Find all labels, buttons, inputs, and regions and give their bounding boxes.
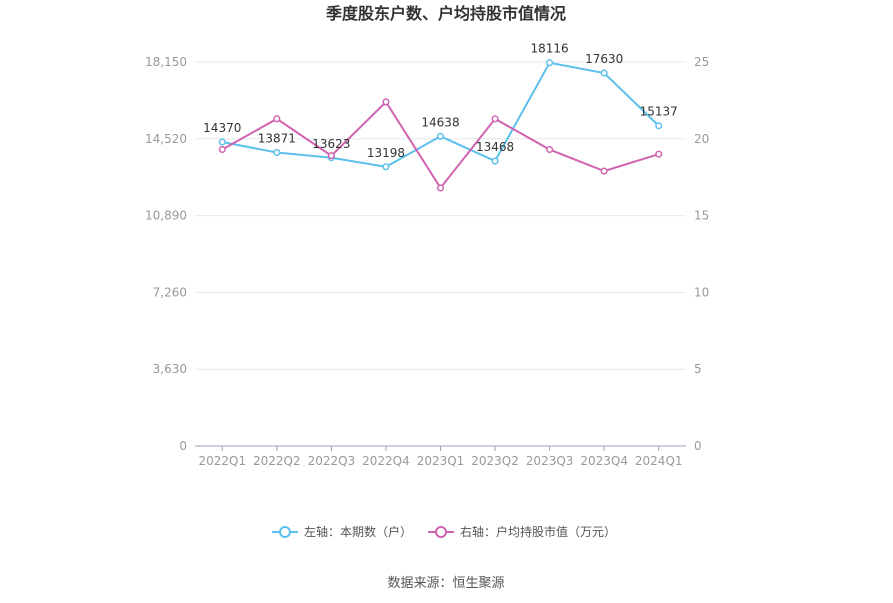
data-point bbox=[600, 69, 608, 77]
data-label: 15137 bbox=[640, 105, 678, 119]
data-point bbox=[436, 184, 445, 192]
axes: 0 0 3,630 5 7,260 10 10,890 15 14,520 20 18,150 25 2… bbox=[145, 55, 709, 468]
left-axis-tick: 3,630 bbox=[153, 362, 187, 376]
data-label: 13623 bbox=[312, 137, 350, 151]
data-point bbox=[546, 146, 554, 154]
right-axis-tick: 25 bbox=[694, 55, 709, 69]
data-point bbox=[218, 138, 226, 146]
right-axis-tick: 15 bbox=[694, 209, 709, 223]
data-label: 18116 bbox=[531, 42, 569, 56]
x-axis-tick: 2024Q1 bbox=[635, 454, 683, 468]
x-axis-tick: 2022Q3 bbox=[308, 454, 356, 468]
data-point bbox=[273, 115, 281, 123]
right-axis-tick: 5 bbox=[694, 362, 702, 376]
data-point bbox=[382, 163, 390, 171]
legend-item-2[interactable]: 右轴：户均持股市值（万元） bbox=[428, 524, 616, 539]
right-axis-tick: 20 bbox=[694, 132, 709, 146]
source-note: 数据来源：恒生聚源 bbox=[387, 576, 504, 591]
data-label: 14638 bbox=[421, 115, 459, 129]
legend[interactable]: 左轴：本期数（户） 右轴：户均持股市值（万元） bbox=[272, 524, 616, 539]
series-lines bbox=[218, 59, 663, 192]
x-axis-tick: 2023Q3 bbox=[526, 454, 574, 468]
data-point bbox=[491, 157, 499, 165]
data-point bbox=[218, 146, 226, 154]
left-axis-tick: 0 bbox=[179, 439, 187, 453]
legend-marker bbox=[279, 526, 291, 538]
data-point bbox=[655, 150, 663, 158]
data-label: 17630 bbox=[585, 52, 623, 66]
data-point bbox=[273, 148, 281, 157]
data-point bbox=[600, 167, 608, 175]
data-label: 13198 bbox=[367, 146, 405, 160]
left-axis-tick: 14,520 bbox=[145, 132, 187, 146]
x-axis-tick: 2022Q2 bbox=[253, 454, 301, 468]
chart-title: 季度股东户数、户均持股市值情况 bbox=[325, 4, 566, 23]
data-point bbox=[382, 98, 390, 106]
right-axis-tick: 0 bbox=[694, 439, 702, 453]
x-axis-tick: 2023Q1 bbox=[417, 454, 465, 468]
grid-lines bbox=[195, 61, 686, 370]
data-point bbox=[436, 132, 445, 140]
data-label: 13468 bbox=[476, 140, 514, 154]
x-axis-tick: 2022Q4 bbox=[362, 454, 410, 468]
legend-label: 右轴：户均持股市值（万元） bbox=[460, 524, 616, 539]
legend-item-1[interactable]: 左轴：本期数（户） bbox=[272, 524, 412, 539]
left-axis-tick: 7,260 bbox=[153, 285, 187, 299]
data-point bbox=[491, 115, 499, 123]
left-axis-tick: 18,150 bbox=[145, 55, 187, 69]
data-point bbox=[327, 152, 335, 160]
x-axis-tick: 2022Q1 bbox=[198, 454, 246, 468]
x-axis-tick: 2023Q4 bbox=[580, 454, 628, 468]
legend-label: 左轴：本期数（户） bbox=[304, 524, 412, 539]
x-axis-tick: 2023Q2 bbox=[471, 454, 519, 468]
right-axis-tick: 10 bbox=[694, 285, 709, 299]
data-labels: 14370 13871 13623 13198 14638 13468 18116 17630… bbox=[203, 42, 678, 160]
left-axis-tick: 10,890 bbox=[145, 209, 187, 223]
data-point bbox=[546, 59, 554, 67]
data-label: 14370 bbox=[203, 121, 241, 135]
legend-marker bbox=[435, 526, 447, 538]
data-label: 13871 bbox=[258, 132, 296, 146]
data-point bbox=[655, 122, 663, 130]
